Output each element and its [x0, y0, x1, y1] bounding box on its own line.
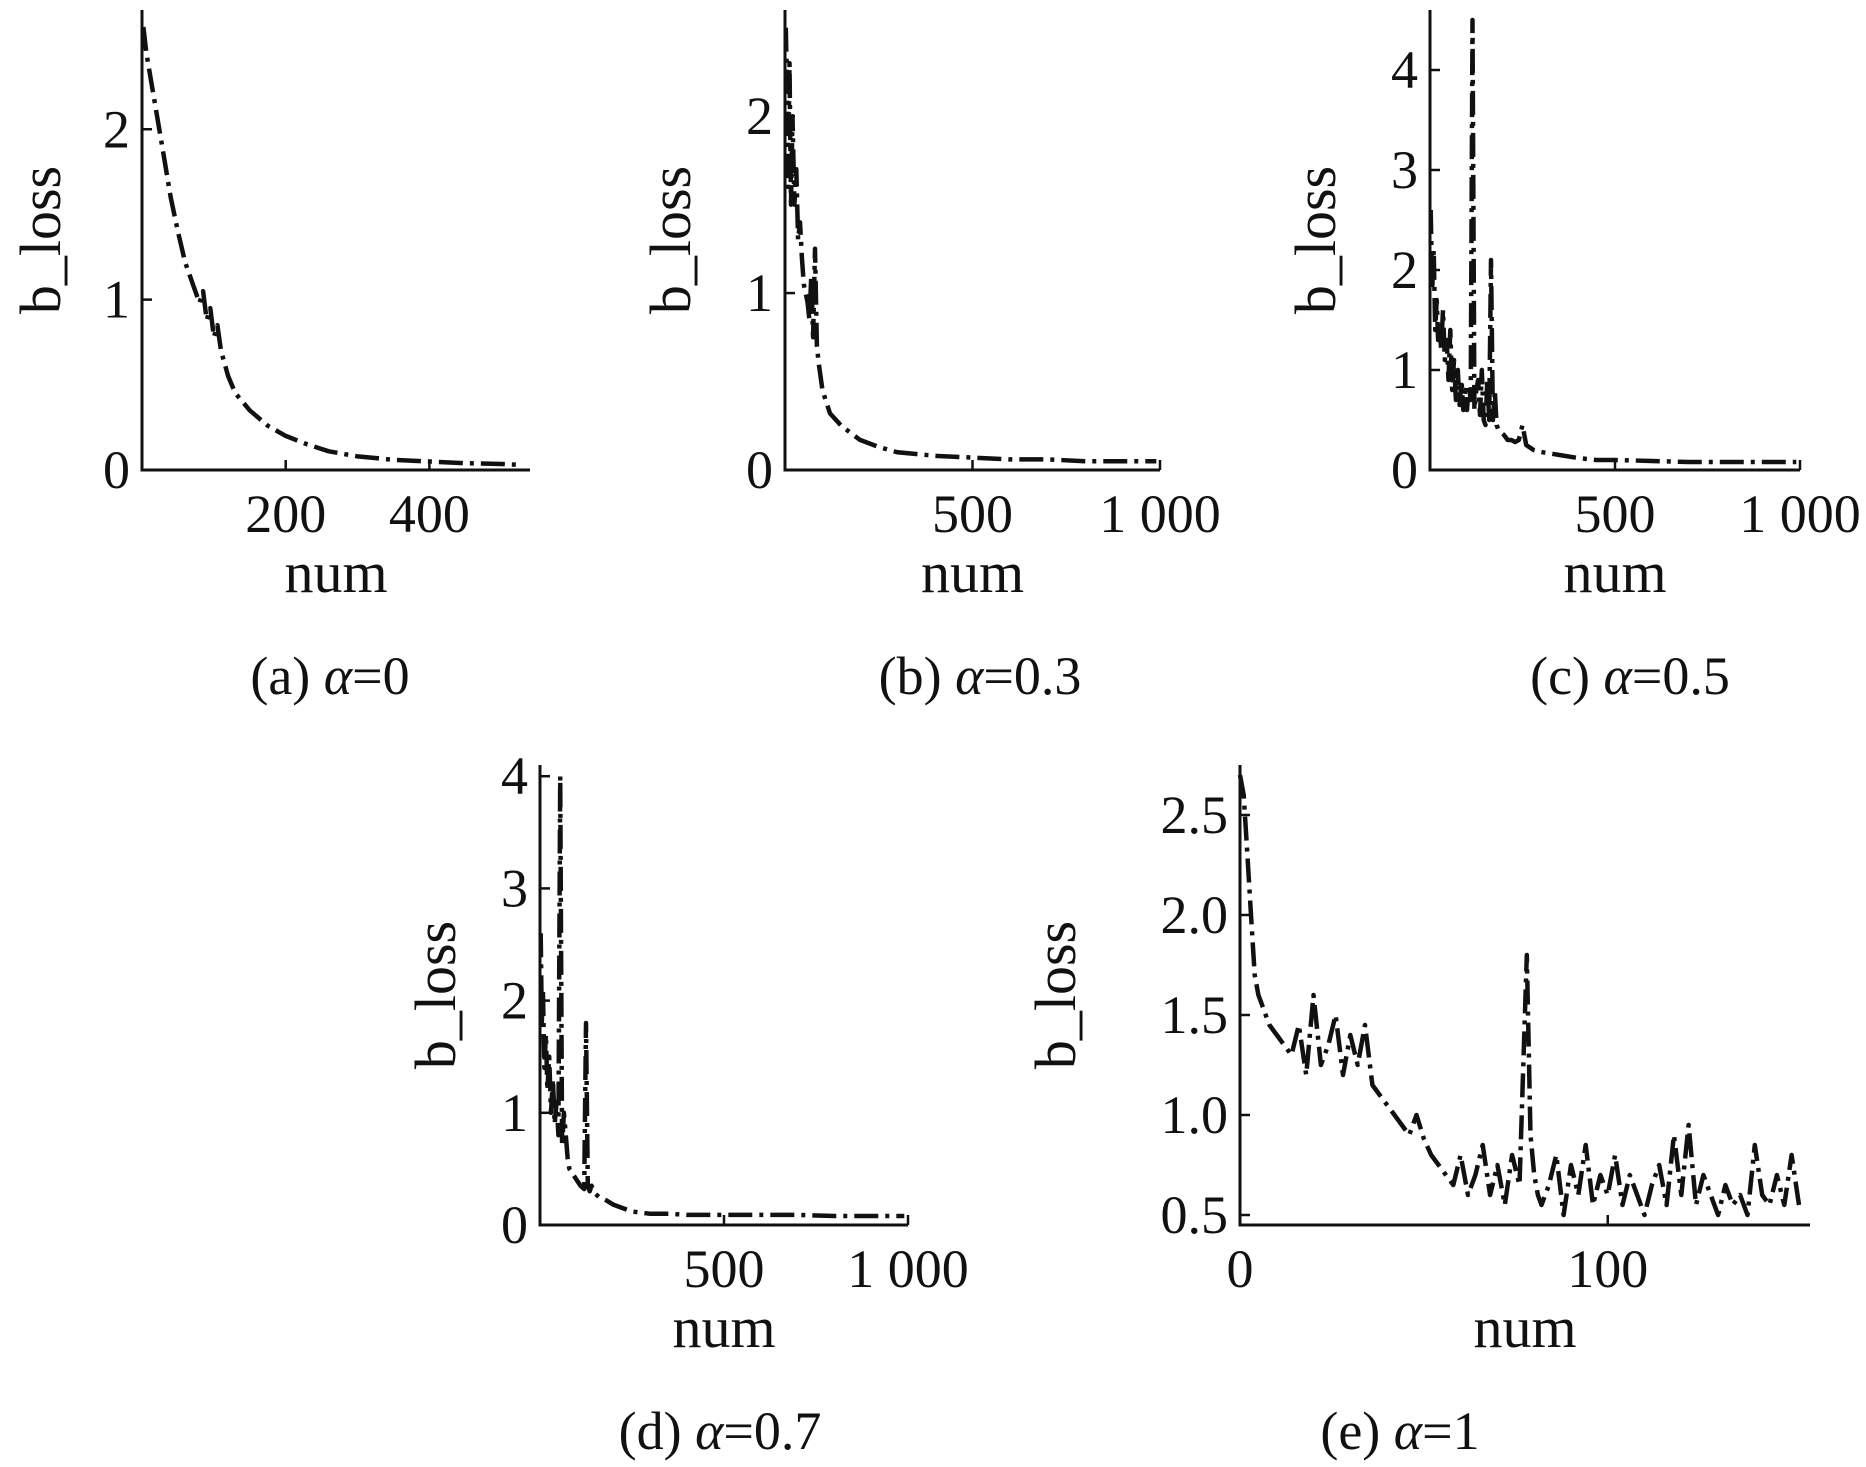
loss-series-line	[1237, 774, 1802, 1218]
x-tick-label: 500	[684, 1239, 765, 1299]
x-axis-label: num	[672, 1295, 775, 1360]
caption-prefix: (e)	[1320, 1401, 1393, 1461]
y-tick-label: 0	[501, 1195, 528, 1255]
x-axis-label: num	[284, 540, 387, 605]
x-tick-label: 100	[1567, 1239, 1648, 1299]
caption-prefix: (c)	[1530, 646, 1603, 706]
y-tick-label: 2	[103, 99, 130, 159]
x-axis-label: num	[1473, 1295, 1576, 1360]
panel-caption: (e) α=1	[1320, 1401, 1479, 1461]
y-tick-label: 1	[103, 270, 130, 330]
x-tick-label: 0	[1227, 1239, 1254, 1299]
caption-symbol: α	[324, 646, 354, 706]
caption-symbol: α	[695, 1401, 725, 1461]
caption-symbol: α	[1394, 1401, 1424, 1461]
panel-caption: (b) α=0.3	[879, 646, 1082, 706]
y-tick-label: 1.0	[1161, 1085, 1229, 1145]
caption-prefix: (b)	[879, 646, 955, 706]
y-tick-label: 0	[1391, 440, 1418, 500]
y-tick-label: 0	[746, 440, 773, 500]
loss-series-line	[141, 26, 523, 468]
caption-suffix: =0.3	[983, 646, 1081, 706]
y-tick-label: 1	[1391, 340, 1418, 400]
axis-lines	[783, 10, 1160, 472]
chart-panel-2: 0 1 2 500 1 000 num b_loss (b) α=0.3	[638, 10, 1221, 706]
caption-symbol: α	[1604, 646, 1634, 706]
panel-caption: (a) α=0	[250, 646, 409, 706]
y-tick-label: 2	[746, 86, 773, 146]
y-tick-label: 2	[1391, 240, 1418, 300]
x-tick-label: 500	[1575, 484, 1656, 544]
y-tick-label: 2.0	[1161, 885, 1229, 945]
caption-suffix: =0.7	[723, 1401, 821, 1461]
caption-suffix: =0.5	[1632, 646, 1730, 706]
y-tick-label: 1	[501, 1083, 528, 1143]
x-tick-label: 400	[389, 484, 470, 544]
y-tick-label: 3	[1391, 140, 1418, 200]
y-axis-label: b_loss	[1283, 166, 1348, 314]
caption-suffix: =0	[352, 646, 409, 706]
y-tick-label: 0	[103, 440, 130, 500]
y-axis-label: b_loss	[403, 921, 468, 1069]
y-tick-label: 4	[501, 746, 528, 806]
chart-panel-3: 0 1 2 3 4 500 1 000 num b_loss (c) α=0.5	[1283, 10, 1861, 706]
y-axis-label: b_loss	[8, 166, 73, 314]
loss-series-line	[538, 773, 905, 1219]
y-axis-label: b_loss	[638, 166, 703, 314]
panel-caption: (d) α=0.7	[619, 1401, 822, 1461]
y-tick-label: 0.5	[1161, 1185, 1229, 1245]
x-tick-label: 200	[245, 484, 326, 544]
caption-prefix: (a)	[250, 646, 323, 706]
y-tick-label: 4	[1391, 40, 1418, 100]
caption-symbol: α	[955, 646, 985, 706]
y-tick-label: 2	[501, 971, 528, 1031]
y-axis-label: b_loss	[1023, 921, 1088, 1069]
y-tick-label: 1	[746, 263, 773, 323]
x-tick-label: 1 000	[1099, 484, 1221, 544]
axis-lines	[538, 765, 908, 1227]
axis-lines	[140, 10, 530, 472]
chart-panel-4: 0 1 2 3 4 500 1 000 num b_loss (d) α=0.7	[403, 746, 969, 1461]
y-tick-label: 3	[501, 858, 528, 918]
y-tick-label: 1.5	[1161, 985, 1229, 1045]
caption-prefix: (d)	[619, 1401, 695, 1461]
x-tick-label: 1 000	[847, 1239, 969, 1299]
y-tick-label: 2.5	[1161, 785, 1229, 845]
caption-suffix: =1	[1422, 1401, 1479, 1461]
x-axis-label: num	[921, 540, 1024, 605]
loss-series-line	[1428, 17, 1797, 465]
x-axis-label: num	[1563, 540, 1666, 605]
x-tick-label: 1 000	[1739, 484, 1861, 544]
loss-series-line	[783, 27, 1157, 464]
x-tick-label: 500	[932, 484, 1013, 544]
panel-caption: (c) α=0.5	[1530, 646, 1730, 706]
